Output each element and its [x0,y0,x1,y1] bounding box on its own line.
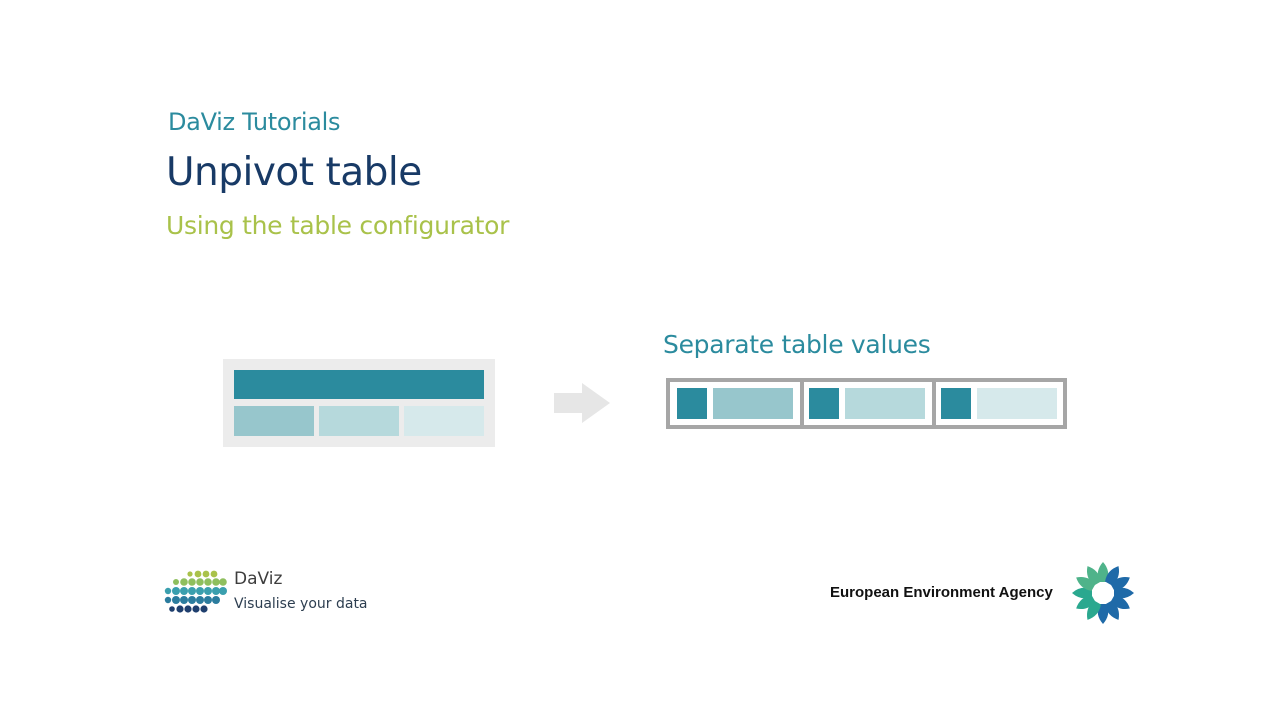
eea-ray [1105,600,1120,620]
daviz-dot [204,578,212,586]
slide-subtitle: Using the table configurator [166,211,510,240]
source-table-header [234,370,484,399]
daviz-dot [172,596,180,604]
result-table-illustration [666,378,1067,429]
result-key-cell-3 [941,388,971,419]
slide-kicker: DaViz Tutorials [168,108,341,136]
daviz-dot [184,605,192,613]
result-value-cell-2 [845,388,925,419]
daviz-dot [204,587,212,595]
daviz-dot [202,570,210,578]
source-table-cell-3 [404,406,484,436]
daviz-dots-icon [164,570,227,613]
daviz-dot [172,587,180,595]
daviz-dot [219,587,227,595]
daviz-dot [192,605,200,613]
daviz-dot [187,571,193,577]
daviz-dot [196,587,204,595]
daviz-dot [210,570,218,578]
daviz-dot [164,596,172,604]
daviz-logo-tagline: Visualise your data [234,596,368,612]
result-divider-1 [800,382,804,425]
daviz-dot [176,605,184,613]
daviz-dot [200,605,208,613]
daviz-dot [196,578,204,586]
eea-ray [1114,587,1134,599]
daviz-dot [169,606,175,612]
slide-title: Unpivot table [166,150,422,195]
daviz-dot [196,596,204,604]
daviz-dot [194,570,202,578]
daviz-dot [180,596,188,604]
daviz-dot [180,578,188,586]
daviz-dot [164,587,172,595]
daviz-dot [219,578,227,586]
daviz-dot [212,587,220,595]
daviz-dot [188,578,196,586]
eea-ray [1110,576,1130,591]
eea-ray [1076,595,1096,610]
daviz-dot [173,579,179,585]
eea-ray [1097,604,1109,624]
source-table-cell-1 [234,406,314,436]
source-table-cell-2 [319,406,399,436]
eea-ray [1097,562,1109,582]
daviz-dot [180,587,188,595]
result-key-cell-2 [809,388,839,419]
result-key-cell-1 [677,388,707,419]
daviz-dot [188,587,196,595]
source-table-illustration [223,359,495,447]
daviz-logo-name: DaViz [234,569,283,589]
daviz-dot [212,578,220,586]
right-arrow-icon [554,383,610,423]
eea-ray [1086,566,1101,586]
daviz-dot [188,596,196,604]
eea-logo-name: European Environment Agency [830,584,1053,601]
result-value-cell-1 [713,388,793,419]
result-value-cell-3 [977,388,1057,419]
eea-ray [1072,587,1092,599]
result-label: Separate table values [663,330,931,359]
result-divider-2 [932,382,936,425]
eea-sun-icon [1072,562,1134,624]
daviz-dot [212,596,220,604]
daviz-dot [204,596,212,604]
